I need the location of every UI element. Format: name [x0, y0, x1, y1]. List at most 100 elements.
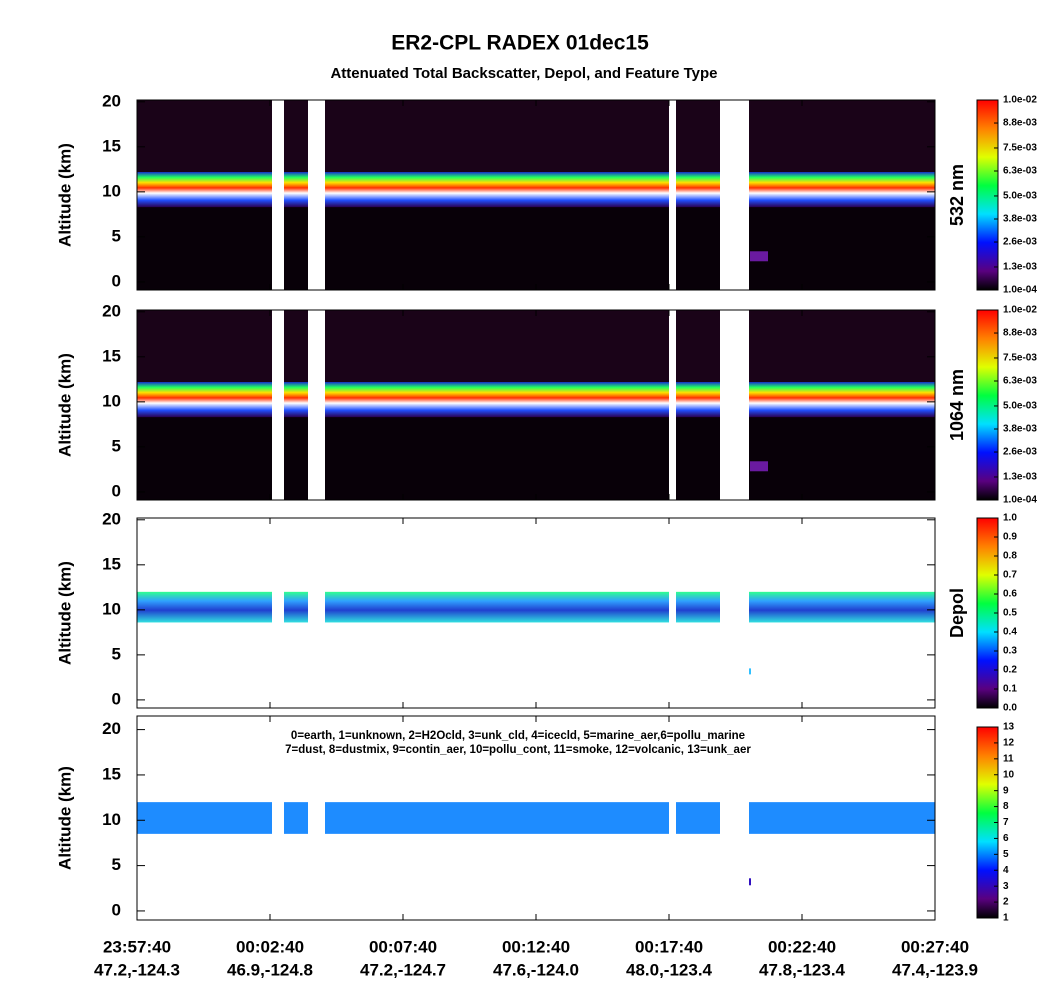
data-gap [272, 100, 284, 290]
colorbar-tick-label: 2.6e-03 [1003, 447, 1037, 458]
y-tick-label: 0 [112, 900, 121, 919]
colorbar-tick-label: 8 [1003, 801, 1009, 812]
x-tick-label: 00:07:40 [369, 937, 437, 956]
colorbar-tick-label: 4 [1003, 865, 1009, 876]
depol-layer [137, 591, 935, 623]
x-tick-label: 00:02:40 [236, 937, 304, 956]
colorbar-tick-label: 7.5e-03 [1003, 353, 1037, 364]
data-gap [272, 716, 284, 920]
colorbar-tick-label: 3 [1003, 881, 1009, 892]
y-tick-label: 20 [102, 301, 121, 320]
colorbar-tick-label: 9 [1003, 785, 1009, 796]
colorbar-tick-label: 5 [1003, 849, 1009, 860]
colorbar [976, 99, 999, 291]
data-gap [720, 518, 749, 708]
data-gap [308, 100, 325, 290]
data-gap [308, 716, 325, 920]
colorbar-tick-label: 1.0e-04 [1003, 495, 1037, 506]
x-tick-label: 00:12:40 [502, 937, 570, 956]
y-tick-label: 0 [112, 689, 121, 708]
y-tick-label: 20 [102, 91, 121, 110]
y-tick-label: 5 [112, 436, 121, 455]
data-gap [272, 310, 284, 500]
cloud-layer [137, 172, 935, 208]
data-gap [308, 310, 325, 500]
colorbar-tick-label: 1.0e-02 [1003, 305, 1037, 316]
colorbar-tick-label: 5.0e-03 [1003, 401, 1037, 412]
colorbar-tick-label: 7.5e-03 [1003, 143, 1037, 154]
x-tick-label: 00:22:40 [768, 937, 836, 956]
y-tick-label: 10 [102, 181, 121, 200]
ice-cloud-layer [137, 802, 935, 834]
colorbar-tick-label: 1.0e-04 [1003, 285, 1037, 296]
y-axis-label: Altitude (km) [55, 353, 74, 457]
y-tick-label: 0 [112, 271, 121, 290]
y-tick-label: 20 [102, 509, 121, 528]
colorbar-tick-label: 10 [1003, 769, 1015, 780]
cloud-layer [137, 382, 935, 418]
colorbar-label: 532 nm [947, 164, 967, 226]
colorbar-tick-label: 5.0e-03 [1003, 191, 1037, 202]
colorbar-tick-label: 1 [1003, 913, 1009, 924]
stratosphere [137, 310, 935, 383]
colorbar-tick-label: 6.3e-03 [1003, 166, 1037, 177]
colorbar-label: 1064 nm [947, 369, 967, 441]
y-tick-label: 5 [112, 855, 121, 874]
y-tick-label: 0 [112, 481, 121, 500]
x-tick-label: 00:17:40 [635, 937, 703, 956]
colorbar-tick-label: 0.8 [1003, 551, 1017, 562]
colorbar-tick-label: 1.0 [1003, 513, 1017, 524]
colorbar-tick-label: 6 [1003, 833, 1009, 844]
low-feature [750, 461, 768, 472]
x-tick-label: 23:57:40 [103, 937, 171, 956]
x-tick-location: 48.0,-123.4 [626, 960, 713, 979]
y-axis-label: Altitude (km) [55, 561, 74, 665]
data-gap [669, 100, 676, 290]
y-tick-label: 5 [112, 226, 121, 245]
colorbar-tick-label: 6.3e-03 [1003, 376, 1037, 387]
x-tick-location: 47.8,-123.4 [759, 960, 846, 979]
colorbar-tick-label: 2.6e-03 [1003, 237, 1037, 248]
y-tick-label: 20 [102, 719, 121, 738]
data-gap [272, 518, 284, 708]
low-feature [750, 251, 768, 262]
data-gap [669, 518, 676, 708]
feature-type-legend: 7=dust, 8=dustmix, 9=contin_aer, 10=poll… [285, 744, 751, 756]
colorbar-tick-label: 0.2 [1003, 665, 1017, 676]
y-tick-label: 15 [102, 136, 121, 155]
colorbar-tick-label: 2 [1003, 897, 1009, 908]
colorbar-tick-label: 0.3 [1003, 646, 1017, 657]
y-tick-label: 5 [112, 644, 121, 663]
colorbar-tick-label: 0.0 [1003, 703, 1017, 714]
data-gap [720, 716, 749, 920]
colorbar-tick-label: 7 [1003, 817, 1009, 828]
x-tick-location: 47.4,-123.9 [892, 960, 978, 979]
colorbar-tick-label: 8.8e-03 [1003, 328, 1037, 339]
chart-title: ER2-CPL RADEX 01dec15 [391, 32, 649, 55]
colorbar-tick-label: 3.8e-03 [1003, 424, 1037, 435]
colorbar-tick-label: 1.3e-03 [1003, 262, 1037, 273]
colorbar-tick-label: 13 [1003, 722, 1015, 733]
x-tick-location: 47.6,-124.0 [493, 960, 579, 979]
colorbar-tick-label: 0.1 [1003, 684, 1017, 695]
stratosphere [137, 100, 935, 173]
data-gap [669, 716, 676, 920]
data-gap [720, 100, 749, 290]
colorbar-tick-label: 0.7 [1003, 570, 1017, 581]
x-tick-location: 47.2,-124.7 [360, 960, 446, 979]
y-tick-label: 10 [102, 810, 121, 829]
colorbar-tick-label: 1.3e-03 [1003, 472, 1037, 483]
colorbar-tick-label: 0.9 [1003, 532, 1017, 543]
data-gap [669, 310, 676, 500]
data-gap [308, 518, 325, 708]
x-tick-label: 00:27:40 [901, 937, 969, 956]
y-tick-label: 15 [102, 346, 121, 365]
chart-subtitle: Attenuated Total Backscatter, Depol, and… [330, 65, 717, 82]
colorbar [976, 309, 999, 501]
colorbar-label: Depol [947, 588, 967, 638]
x-tick-location: 46.9,-124.8 [227, 960, 313, 979]
x-tick-location: 47.2,-124.3 [94, 960, 180, 979]
colorbar-tick-label: 8.8e-03 [1003, 118, 1037, 129]
data-gap [720, 310, 749, 500]
